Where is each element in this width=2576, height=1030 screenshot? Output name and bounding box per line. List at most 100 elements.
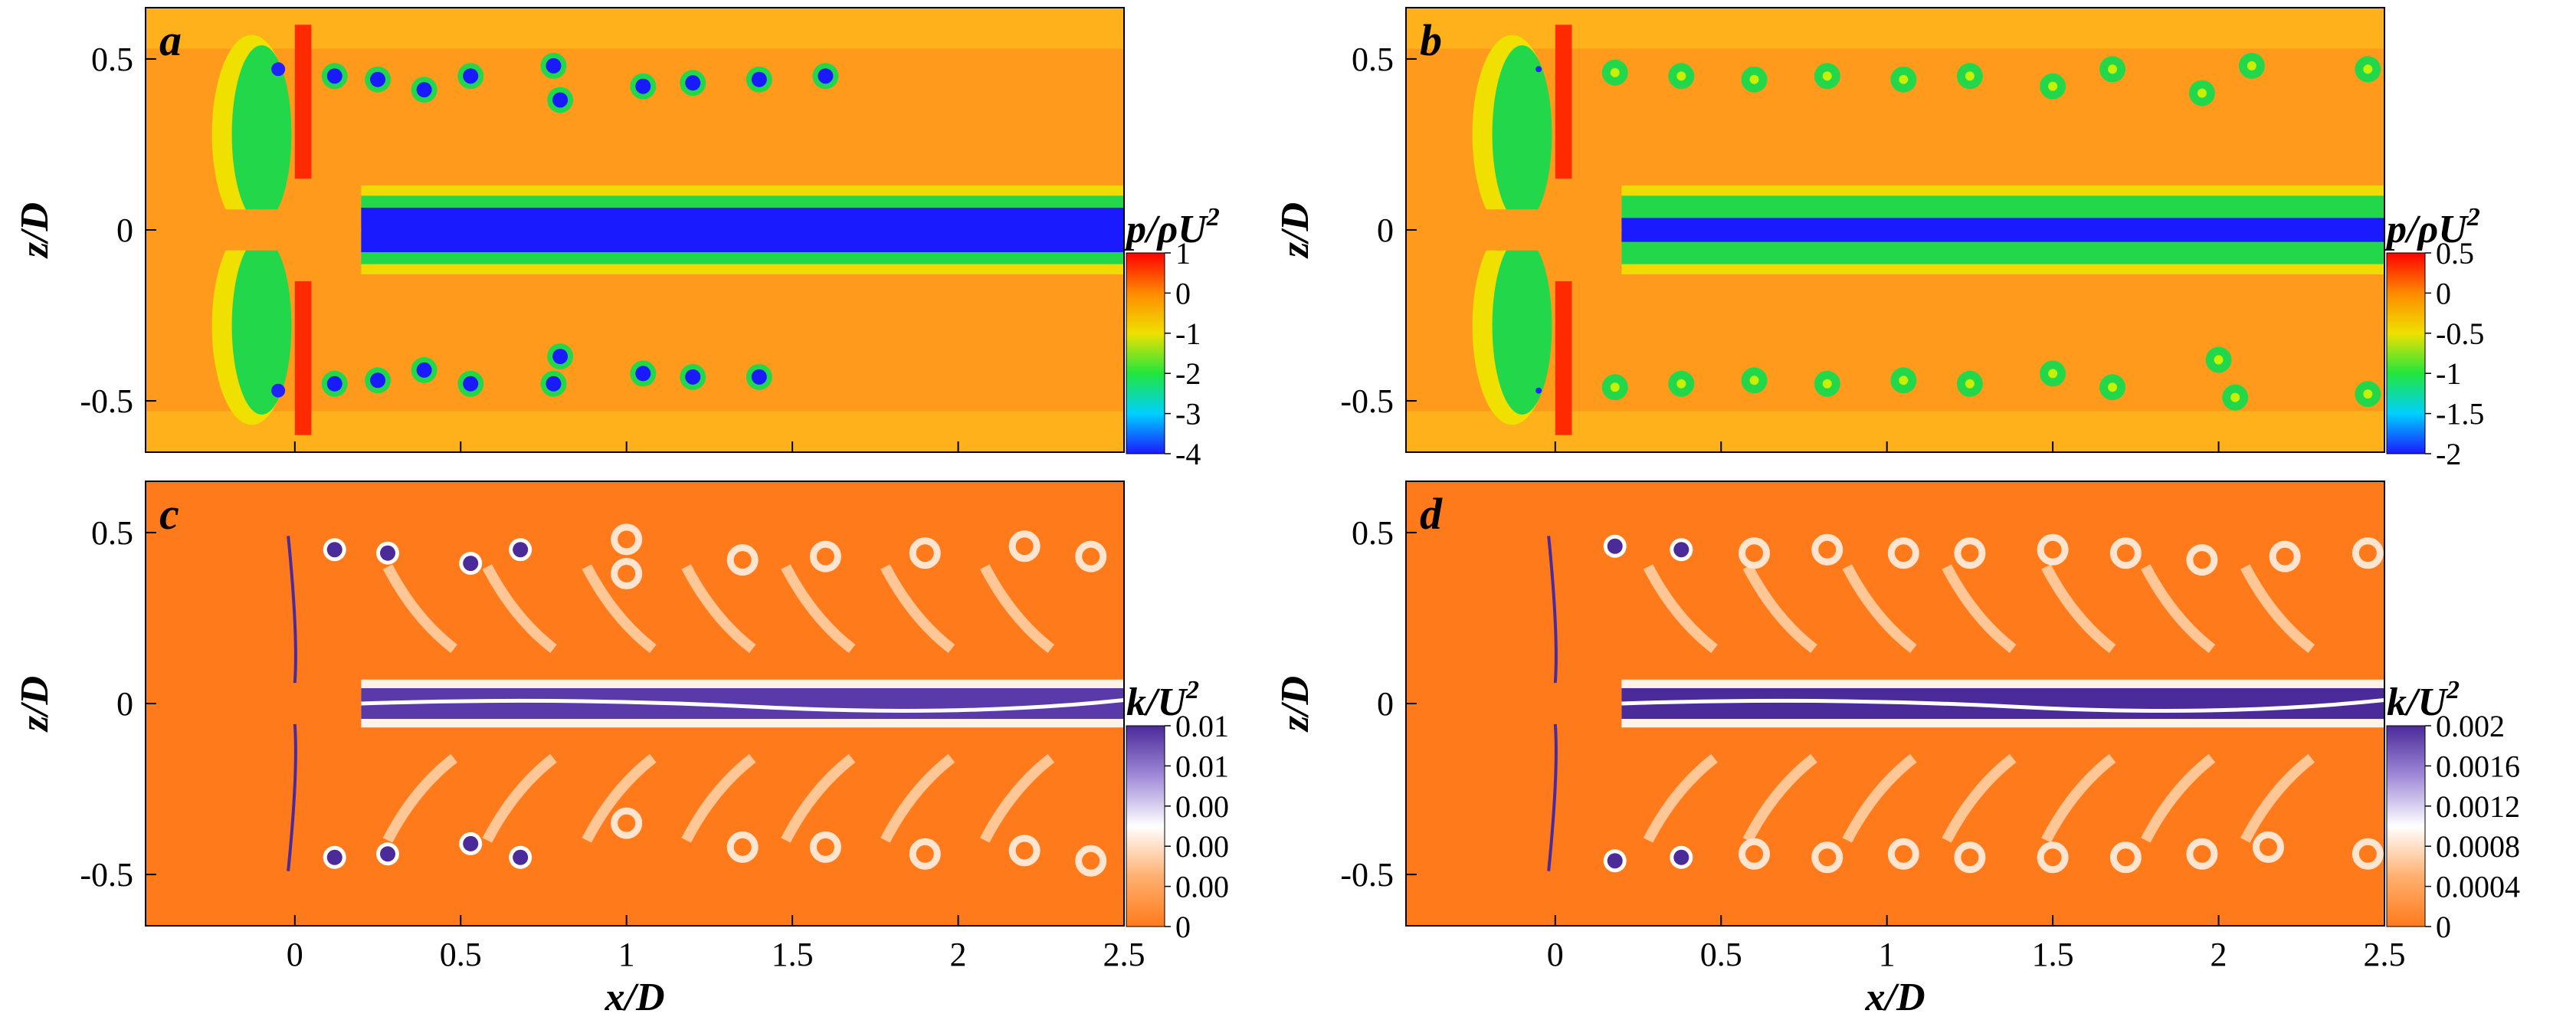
colorbar-tick-label: 0.00 — [1175, 829, 1229, 864]
wake-blob — [611, 807, 643, 839]
tip-vortex-core — [552, 349, 569, 365]
upper-band — [1406, 8, 2384, 49]
colorbar — [2386, 252, 2426, 454]
x-axis-label: x/D — [1865, 976, 1925, 1019]
tip-vortex-core — [2363, 64, 2373, 74]
colorbar-tick-label: 0.00 — [1175, 870, 1229, 904]
tip-vortex-core — [380, 846, 396, 862]
colorbar-tick-label: -4 — [1175, 437, 1201, 471]
tip-vortex-core — [2247, 61, 2256, 71]
shed-sheet-bottom — [482, 753, 557, 843]
tip-vortex-core — [513, 849, 529, 865]
shed-sheet-top — [880, 564, 955, 654]
tip-vortex-core — [2048, 369, 2058, 379]
shed-sheet-bottom — [1942, 753, 2017, 843]
shed-sheet-top — [1742, 564, 1817, 654]
tip-vortex-core — [463, 68, 479, 84]
colorbar-title-sup: 2 — [2466, 203, 2480, 231]
tip-vortex-core — [751, 71, 767, 87]
wake-blob — [1887, 838, 1919, 870]
panel-label: c — [159, 489, 179, 539]
tip-vortex-core — [1965, 379, 1975, 389]
blade-tip-bottom — [271, 383, 286, 398]
colorbar-title-sup: 2 — [1206, 203, 1220, 231]
upstream-lobe-bottom — [231, 236, 292, 415]
tip-vortex-core — [1822, 379, 1832, 389]
wake-blob — [909, 838, 941, 870]
colorbar — [1126, 252, 1165, 454]
shed-sheet-top — [979, 564, 1055, 654]
wake-blob — [1739, 537, 1771, 569]
high-pressure-top — [1555, 25, 1572, 179]
colorbar-title-sup: 2 — [1185, 676, 1199, 704]
tip-vortex-core — [2108, 64, 2118, 74]
colorbar-tick-label: 0 — [2436, 910, 2451, 944]
panel-label: a — [159, 15, 182, 65]
wake-blob — [809, 831, 841, 863]
wake-blob — [726, 831, 759, 863]
colorbar-tick-label: -2 — [1175, 356, 1201, 391]
upstream-lobe-top — [231, 45, 292, 224]
y-tick-label: 0.5 — [91, 514, 133, 552]
tip-vortex-core — [1899, 74, 1909, 84]
colorbar-tick-label: -2 — [2436, 437, 2461, 471]
x-tick-label: 1.5 — [772, 936, 814, 973]
hub-neck — [288, 205, 302, 254]
colorbar-tick-label: 0.00 — [1175, 789, 1229, 824]
colorbar-tick-label: 0.0016 — [2436, 749, 2520, 783]
tip-vortex-core — [685, 369, 701, 385]
tip-vortex-core — [370, 71, 386, 87]
wake-streak — [361, 698, 1124, 713]
upstream-lobe-bottom — [1492, 236, 1552, 415]
shed-sheet-top — [781, 564, 856, 654]
shed-sheet-bottom — [1742, 753, 1817, 843]
tip-vortex-core — [513, 542, 529, 558]
x-tick-label: 1.5 — [2032, 936, 2074, 973]
tip-vortex-core — [326, 849, 342, 865]
x-tick-label: 0.5 — [1700, 936, 1742, 973]
tip-vortex-core — [1749, 74, 1759, 84]
shed-sheet-top — [382, 564, 457, 654]
wake-blob — [1811, 533, 1844, 566]
y-tick-label: 0 — [1377, 212, 1394, 249]
x-tick-label: 2.5 — [2364, 936, 2406, 973]
colorbar-tick-label: 0.0012 — [2436, 789, 2520, 824]
y-tick-label: 0.5 — [91, 41, 133, 78]
tip-vortex-core — [552, 92, 569, 108]
colorbar-tick-label: 0.5 — [2436, 236, 2474, 271]
tip-vortex-core — [2214, 355, 2224, 365]
wake-blob — [1954, 537, 1986, 569]
wake-blob — [2037, 533, 2069, 566]
tip-vortex-core — [1899, 376, 1909, 385]
tip-vortex-core — [2197, 88, 2207, 98]
lower-band — [146, 411, 1124, 452]
blade-top — [1547, 536, 1558, 684]
tip-vortex-core — [2108, 382, 2118, 392]
tip-vortex-core — [2048, 81, 2058, 91]
tip-vortex-core — [1610, 67, 1620, 77]
colorbar — [1126, 725, 1165, 927]
colorbar-tick-label: 0.0004 — [2436, 870, 2520, 904]
hub-wake — [361, 687, 1124, 720]
tip-vortex-core — [685, 75, 701, 91]
x-tick-label: 0 — [287, 936, 303, 973]
y-tick-label: 0.5 — [1352, 41, 1394, 78]
tip-vortex-core — [2230, 392, 2240, 402]
colorbar-tick-label: 0.002 — [2436, 709, 2505, 743]
x-tick-label: 0 — [1547, 936, 1564, 973]
tip-vortex-core — [546, 376, 562, 392]
high-pressure-bottom — [1555, 280, 1572, 435]
blade-tip-bottom — [1535, 387, 1542, 394]
tip-vortex-core — [1610, 382, 1620, 392]
lower-band — [1406, 411, 2384, 452]
colorbar-title-sup: 2 — [2446, 676, 2460, 704]
shed-sheet-bottom — [2141, 753, 2216, 843]
tip-vortex-core — [1676, 71, 1686, 81]
wake-blob — [1008, 835, 1041, 867]
wake-blob — [1008, 530, 1041, 563]
shed-sheet-bottom — [2240, 753, 2315, 843]
y-axis-label: z/D — [1273, 676, 1317, 733]
blade-bottom — [287, 723, 297, 871]
wake-blob — [2352, 838, 2384, 870]
